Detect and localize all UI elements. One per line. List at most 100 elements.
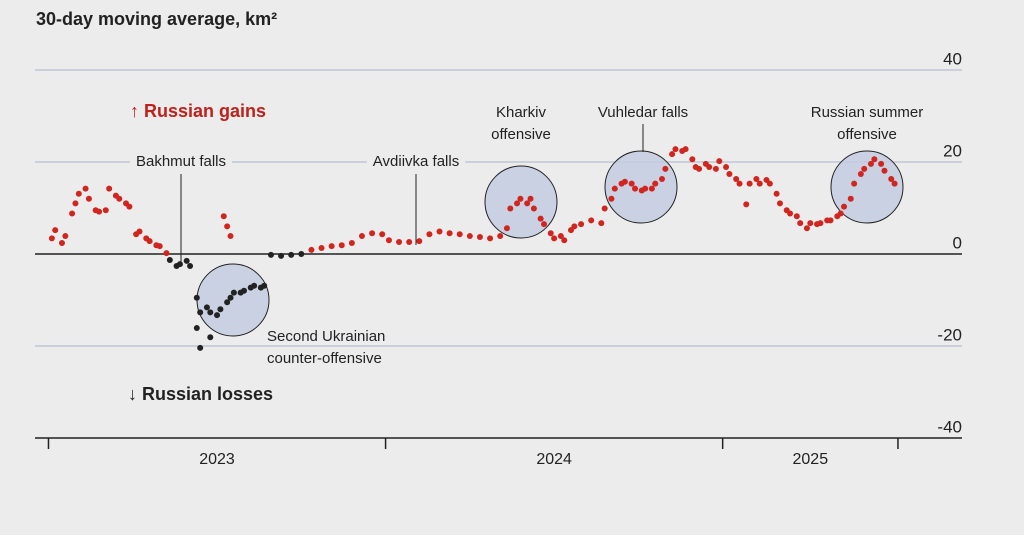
point <box>827 217 834 224</box>
point <box>733 176 740 183</box>
point <box>537 215 544 222</box>
point <box>278 252 285 259</box>
point <box>756 180 763 187</box>
point <box>328 243 335 250</box>
point <box>187 262 194 269</box>
point <box>648 185 655 192</box>
point <box>621 178 628 185</box>
point <box>658 176 665 183</box>
point <box>662 165 669 172</box>
point <box>571 223 578 230</box>
point <box>598 220 605 227</box>
highlight-circle <box>604 150 678 224</box>
point <box>369 230 376 237</box>
highlight-circle <box>196 263 270 337</box>
point <box>628 180 635 187</box>
point <box>48 235 55 242</box>
point <box>776 200 783 207</box>
label-background <box>804 103 930 121</box>
point <box>227 233 234 240</box>
point <box>551 235 558 242</box>
point <box>689 156 696 163</box>
y-tick-label: -20 <box>937 325 962 344</box>
point <box>753 176 760 183</box>
point <box>436 228 443 235</box>
label-background <box>129 152 233 170</box>
point <box>632 185 639 192</box>
point <box>476 233 483 240</box>
gains-label: ↑ Russian gains <box>130 101 266 121</box>
point <box>193 294 200 301</box>
y-tick-label: 20 <box>943 141 962 160</box>
y-tick-label: 0 <box>953 233 962 252</box>
point <box>227 294 234 301</box>
annotation: Vuhledar falls <box>598 104 688 121</box>
point <box>672 146 679 153</box>
point <box>203 304 210 311</box>
point <box>96 208 103 215</box>
annotation: Kharkiv <box>496 104 547 121</box>
point <box>861 165 868 172</box>
point <box>69 210 76 217</box>
point <box>385 237 392 244</box>
point <box>696 165 703 172</box>
chart-title: 30-day moving average, km² <box>36 9 277 29</box>
point <box>642 185 649 192</box>
point <box>308 246 315 253</box>
point <box>348 239 355 246</box>
point <box>716 158 723 165</box>
point <box>891 180 898 187</box>
point <box>817 220 824 227</box>
point <box>456 231 463 238</box>
annotation: offensive <box>837 126 897 143</box>
point <box>193 325 200 332</box>
point <box>706 164 713 171</box>
point <box>224 223 231 230</box>
y-tick-label: -40 <box>937 417 962 436</box>
point <box>261 282 268 289</box>
label-background <box>489 103 553 121</box>
annotations: Bakhmut falls Avdiivka falls Kharkiv offens… <box>129 103 930 367</box>
point <box>62 233 69 240</box>
point <box>183 257 190 264</box>
point <box>58 239 65 246</box>
point <box>712 165 719 172</box>
point <box>166 256 173 263</box>
point <box>726 170 733 177</box>
point <box>267 251 274 258</box>
point <box>881 167 888 174</box>
point <box>888 176 895 183</box>
point <box>298 251 305 257</box>
point <box>857 170 864 177</box>
point <box>379 231 386 238</box>
point <box>797 220 804 227</box>
point <box>847 195 854 202</box>
point <box>146 238 153 245</box>
x-tick-label: 2024 <box>536 451 572 468</box>
point <box>669 151 676 158</box>
point <box>601 205 608 212</box>
annotation: Avdiivka falls <box>373 153 459 170</box>
point <box>72 200 79 207</box>
point <box>851 180 858 187</box>
point <box>102 207 109 214</box>
point <box>682 146 689 153</box>
point <box>527 195 534 202</box>
point <box>588 217 595 224</box>
point <box>497 233 504 240</box>
x-tick-label: 2025 <box>793 451 829 468</box>
point <box>318 245 325 252</box>
point <box>220 213 227 220</box>
point <box>240 287 247 294</box>
point <box>156 243 163 250</box>
point <box>766 180 773 187</box>
point <box>214 312 221 319</box>
point <box>197 309 204 316</box>
point <box>561 237 568 244</box>
point <box>207 309 214 316</box>
annotation: counter-offensive <box>267 350 382 367</box>
point <box>217 306 224 313</box>
point <box>871 156 878 163</box>
point <box>736 180 743 187</box>
